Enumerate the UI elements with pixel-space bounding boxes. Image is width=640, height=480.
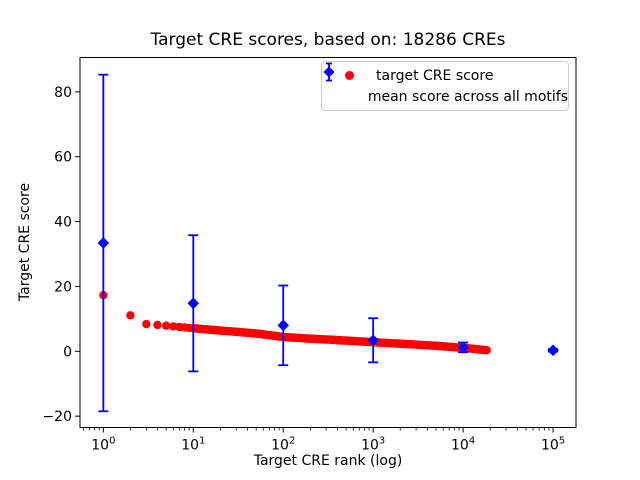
legend-item-target-cre-score: target CRE score	[334, 65, 568, 86]
target-score-point	[169, 322, 178, 331]
x-tick-label: 102	[271, 436, 295, 454]
y-tick-label: 0	[63, 344, 72, 360]
mean-score-diamond	[547, 344, 559, 357]
y-axis-label: Target CRE score	[17, 182, 33, 302]
legend-label-mean-score: mean score across all motifs	[367, 88, 568, 105]
plot-frame	[79, 57, 577, 428]
target-score-point	[482, 346, 491, 355]
mean-score-diamond	[367, 334, 379, 347]
legend-label-target-cre-score: target CRE score	[376, 67, 494, 84]
red-circle-marker-icon	[334, 71, 364, 80]
y-tick-label: 80	[54, 85, 72, 101]
mean-score-diamond	[97, 237, 110, 249]
x-tick-label: 105	[541, 436, 565, 454]
x-axis-label: Target CRE rank (log)	[253, 453, 403, 469]
target-score-point	[126, 311, 135, 320]
y-tick-label: 40	[54, 215, 72, 231]
legend-item-mean-score: mean score across all motifs	[323, 62, 568, 107]
y-tick-label: 20	[54, 279, 72, 295]
chart-title: Target CRE scores, based on: 18286 CREs	[150, 30, 506, 50]
x-tick-label: 104	[451, 436, 475, 454]
target-score-point	[153, 320, 162, 330]
x-tick-label: 103	[361, 436, 385, 454]
mean-score-diamond	[277, 319, 290, 332]
target-score-point	[162, 321, 171, 330]
target-score-point	[142, 319, 151, 329]
x-tick-label: 101	[181, 436, 205, 454]
y-tick-label: −20	[42, 409, 72, 425]
mean-score-diamond	[457, 341, 469, 354]
x-tick-label: 100	[91, 436, 115, 454]
mean-score-diamond	[187, 297, 200, 310]
legend: target CRE score mean score across all m…	[321, 61, 569, 111]
y-tick-label: 60	[54, 150, 72, 166]
